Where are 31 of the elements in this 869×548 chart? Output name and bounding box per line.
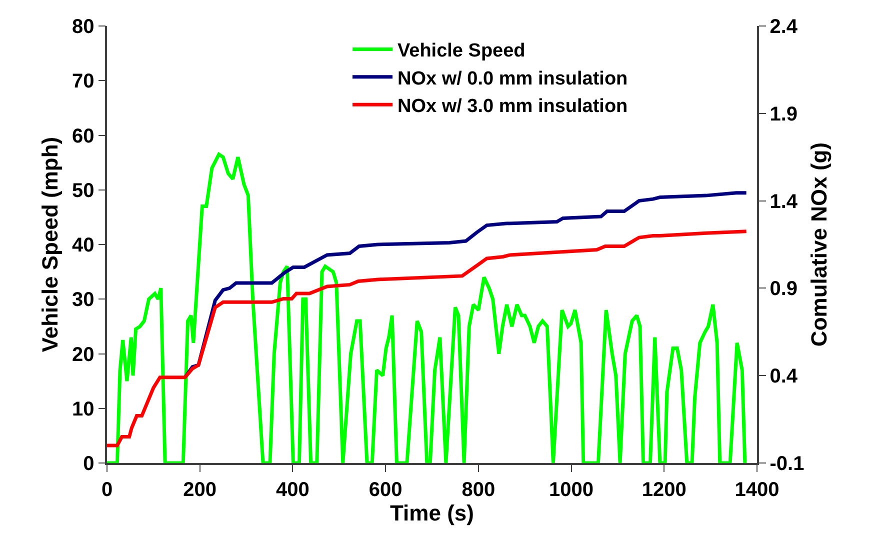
x-tick-label: 400 bbox=[276, 478, 310, 501]
y2-tick-label: 1.4 bbox=[770, 190, 798, 213]
y-tick-label: 70 bbox=[72, 70, 94, 93]
y2-tick-label: 2.4 bbox=[770, 16, 798, 38]
y-tick-label: 10 bbox=[72, 398, 94, 420]
y2-tick-label: 0.9 bbox=[770, 278, 798, 300]
y-tick-label: 20 bbox=[72, 344, 94, 366]
y-tick-label: 0 bbox=[83, 453, 94, 475]
x-tick-label: 800 bbox=[462, 478, 496, 501]
y-tick-label: 80 bbox=[72, 16, 94, 38]
legend-label: NOx w/ 3.0 mm insulation bbox=[398, 96, 628, 118]
y-tick-label: 50 bbox=[72, 180, 94, 202]
y2-tick-label: 0.4 bbox=[770, 366, 798, 388]
legend-label: NOx w/ 0.0 mm insulation bbox=[398, 68, 628, 90]
x-tick-label: 1000 bbox=[549, 478, 594, 501]
x-axis-title: Time (s) bbox=[390, 500, 474, 526]
x-tick-label: 200 bbox=[183, 478, 217, 501]
legend-label: Vehicle Speed bbox=[398, 40, 526, 62]
y2-tick-label: 1.9 bbox=[770, 103, 798, 126]
x-tick-label: 1400 bbox=[734, 478, 780, 501]
y-tick-label: 40 bbox=[72, 234, 94, 256]
y-axis-title: Vehicle Speed (mph) bbox=[37, 136, 62, 352]
y-tick-label: 30 bbox=[72, 289, 94, 312]
y2-tick-label: -0.1 bbox=[770, 453, 804, 475]
x-tick-label: 0 bbox=[101, 478, 113, 501]
line-series bbox=[107, 152, 747, 463]
x-tick-label: 1200 bbox=[642, 478, 686, 501]
y-tick-label: 60 bbox=[72, 125, 94, 148]
y2-axis-title: Comulative NOx (g) bbox=[806, 142, 832, 347]
line-series bbox=[107, 230, 748, 448]
x-tick-label: 600 bbox=[368, 478, 402, 501]
